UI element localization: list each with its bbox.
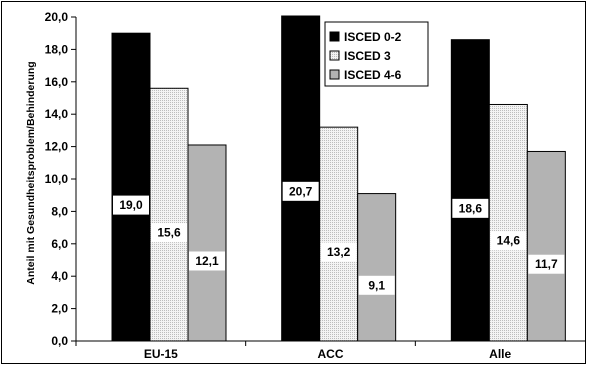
bar — [281, 15, 321, 342]
data-label: 15,6 — [157, 226, 181, 240]
data-label: 13,2 — [327, 245, 351, 259]
y-tick-label: 18,0 — [45, 42, 69, 56]
bar — [149, 87, 189, 342]
data-label-box — [151, 223, 187, 243]
legend-swatch — [329, 31, 340, 42]
data-label: 14,6 — [497, 234, 521, 248]
legend-swatch — [329, 69, 340, 80]
bar — [488, 103, 528, 342]
legend-label: ISCED 0-2 — [344, 30, 402, 44]
legend-label: ISCED 3 — [344, 49, 391, 63]
y-tick-label: 6,0 — [51, 237, 68, 251]
legend-label: ISCED 4-6 — [344, 68, 402, 82]
data-label-box — [282, 181, 319, 201]
bar — [111, 32, 151, 342]
bar — [357, 193, 397, 342]
y-tick-label: 16,0 — [45, 75, 69, 89]
data-label-box — [320, 242, 357, 262]
category-label: Alle — [489, 347, 511, 361]
data-label: 19,0 — [119, 198, 143, 212]
y-tick-label: 0,0 — [51, 334, 68, 348]
plot-area: 0,0 2,0 4,0 6,0 8,0 10,0 12,0 14,0 16,0 18,0 20,0 1… — [45, 10, 585, 361]
category-label: EU-15 — [144, 347, 178, 361]
y-tick-label: 8,0 — [51, 204, 68, 218]
y-tick-label: 14,0 — [45, 107, 69, 121]
data-label: 9,1 — [368, 278, 385, 292]
bar — [319, 126, 359, 342]
y-tick-label: 12,0 — [45, 140, 69, 154]
category-label: ACC — [318, 347, 344, 361]
data-label: 12,1 — [195, 254, 219, 268]
data-label: 20,7 — [289, 184, 313, 198]
y-tick-label: 2,0 — [51, 302, 68, 316]
bar — [526, 150, 566, 342]
y-tick-label: 10,0 — [45, 172, 69, 186]
legend: ISCED 0-2 ISCED 3 ISCED 4-6 — [324, 21, 429, 87]
bar — [450, 39, 490, 342]
data-label-box — [189, 251, 225, 271]
bar — [187, 144, 227, 342]
data-label: 11,7 — [535, 257, 558, 271]
y-axis-label: Anteil mit Gesundheitsproblem/Behinderun… — [25, 61, 37, 284]
y-tick-label: 4,0 — [51, 269, 68, 283]
data-label-box — [452, 198, 489, 218]
legend-box — [324, 21, 429, 87]
y-tick-label: 20,0 — [45, 10, 69, 24]
data-label-box — [113, 195, 149, 215]
legend-swatch — [329, 50, 340, 61]
data-label: 18,6 — [459, 201, 483, 215]
data-label-box — [528, 254, 565, 274]
data-label-box — [358, 275, 395, 295]
data-label-box — [490, 231, 527, 251]
